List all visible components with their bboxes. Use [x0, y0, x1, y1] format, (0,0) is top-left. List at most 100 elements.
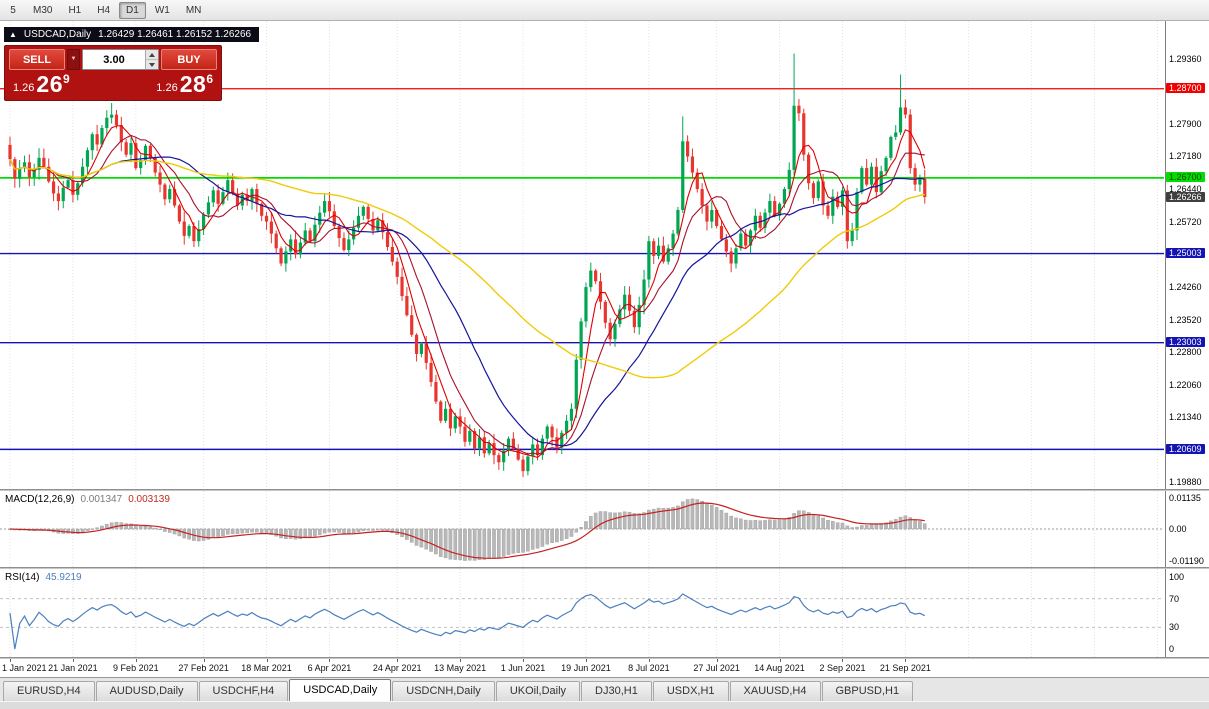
panel-separator-rsi[interactable] — [0, 567, 1209, 569]
date-axis[interactable]: 1 Jan 2021 21 Jan 2021 9 Feb 2021 27 Feb 20… — [0, 659, 1209, 677]
candle-body — [231, 180, 235, 194]
chart-tab-dj30-h1[interactable]: DJ30,H1 — [581, 681, 652, 701]
volume-dropdown-button[interactable]: ▼ — [67, 49, 80, 70]
macd-bar — [114, 521, 119, 530]
chart-tab-eurusd-h4[interactable]: EURUSD,H4 — [3, 681, 95, 701]
candle-body — [439, 401, 443, 421]
candle-body — [860, 168, 864, 193]
macd-bar — [758, 520, 762, 530]
macd-bar — [884, 522, 888, 530]
macd-bar — [129, 523, 133, 530]
date-tick — [203, 659, 205, 662]
macd-bar — [317, 528, 322, 536]
chart-tab-usdchf-h4[interactable]: USDCHF,H4 — [198, 681, 289, 701]
timeframe-button-m30[interactable]: M30 — [33, 4, 53, 16]
macd-bar — [356, 528, 361, 533]
timeframe-button-w1[interactable]: W1 — [154, 4, 170, 16]
candle-body — [376, 220, 380, 231]
candle-body — [521, 459, 525, 472]
volume-input[interactable] — [83, 50, 145, 69]
candle-body — [690, 156, 695, 173]
candle-body — [81, 166, 85, 184]
macd-bar — [816, 515, 821, 530]
chart-tab-usdx-h1[interactable]: USDX,H1 — [652, 681, 729, 701]
ma-line-navy — [9, 156, 925, 447]
price-axis-line — [1165, 21, 1166, 489]
candle-body — [51, 181, 56, 194]
candle-body — [782, 189, 786, 204]
macd-bar — [618, 512, 622, 530]
macd-bar — [840, 522, 845, 530]
timeframe-button-5[interactable]: 5 — [10, 4, 16, 16]
sell-price-display[interactable]: 1.26 26 9 — [13, 71, 70, 97]
rsi-axis-line — [1165, 569, 1166, 657]
chart-tab-usdcad-daily[interactable]: USDCAD,Daily — [289, 679, 392, 701]
macd-bar — [879, 523, 883, 530]
macd-bar — [540, 528, 545, 547]
macd-bar — [390, 528, 395, 534]
candle-body — [226, 180, 230, 193]
candle-body — [695, 172, 699, 190]
macd-canvas[interactable] — [0, 491, 1164, 567]
timeframe-button-mn[interactable]: MN — [185, 4, 202, 16]
chart-tab-ukoil-daily[interactable]: UKOil,Daily — [495, 681, 581, 701]
red-resistance-line-label: 1.28700 — [1166, 83, 1205, 94]
macd-bar — [85, 528, 90, 532]
candle-body — [110, 114, 114, 118]
candle-body — [768, 201, 772, 213]
macd-bar — [801, 510, 806, 530]
sell-button[interactable]: SELL — [9, 49, 65, 70]
chart-tab-audusd-daily[interactable]: AUDUSD,Daily — [95, 681, 198, 701]
volume-increase-button[interactable] — [146, 50, 158, 60]
chart-tabs-bar: EURUSD,H4 AUDUSD,Daily USDCHF,H4 USDCAD,Dai… — [0, 677, 1209, 701]
candle-body — [637, 304, 641, 328]
macd-bar — [492, 528, 496, 559]
rsi-axis-label: 30 — [1169, 622, 1180, 633]
macd-bar — [255, 528, 259, 533]
rsi-label: RSI(14) 45.9219 — [5, 572, 82, 583]
rsi-canvas[interactable] — [0, 569, 1164, 657]
volume-decrease-button[interactable] — [146, 60, 158, 69]
candle-body — [298, 242, 302, 255]
macd-bar — [792, 513, 796, 530]
macd-bar — [593, 512, 598, 530]
price-chart-canvas[interactable] — [0, 21, 1164, 489]
date-tick — [648, 659, 650, 662]
buy-button[interactable]: BUY — [161, 49, 217, 70]
macd-bar — [371, 528, 375, 531]
macd-bar — [148, 526, 153, 530]
macd-axis-label: 0.01135 — [1169, 493, 1201, 504]
macd-bar — [739, 518, 743, 530]
sell-price-prefix: 1.26 — [13, 82, 35, 94]
candle-body — [323, 201, 327, 213]
macd-bar — [763, 520, 767, 530]
collapse-trade-panel-icon[interactable]: ▲ — [9, 30, 17, 39]
candle-body — [894, 132, 898, 137]
panel-separator-macd[interactable] — [0, 489, 1209, 491]
ma-line-yellow — [9, 158, 925, 379]
candle-body — [129, 143, 133, 155]
candle-body — [618, 309, 622, 325]
chart-tab-gbpusd-h1[interactable]: GBPUSD,H1 — [821, 681, 914, 701]
timeframe-button-d1[interactable]: D1 — [119, 1, 146, 19]
candle-body — [61, 187, 65, 202]
candle-body — [153, 157, 157, 173]
buy-price-display[interactable]: 1.26 28 6 — [156, 71, 213, 97]
timeframe-button-h1[interactable]: H1 — [68, 4, 82, 16]
candle-body — [652, 241, 656, 256]
price-axis-label: 1.24260 — [1169, 281, 1202, 292]
macd-bar — [521, 528, 525, 553]
candle-body — [385, 232, 390, 247]
macd-bar — [705, 503, 709, 530]
macd-bar — [327, 528, 332, 533]
chart-tab-usdcnh-daily[interactable]: USDCNH,Daily — [392, 681, 495, 701]
candle-body — [71, 180, 75, 195]
macd-bar — [918, 521, 922, 530]
candle-body — [913, 168, 917, 185]
chart-tab-xauusd-h4[interactable]: XAUUSD,H4 — [729, 681, 821, 701]
rsi-axis-label: 70 — [1169, 593, 1180, 604]
timeframe-button-h4[interactable]: H4 — [97, 4, 111, 16]
macd-bar — [71, 528, 75, 534]
candle-body — [748, 230, 753, 246]
